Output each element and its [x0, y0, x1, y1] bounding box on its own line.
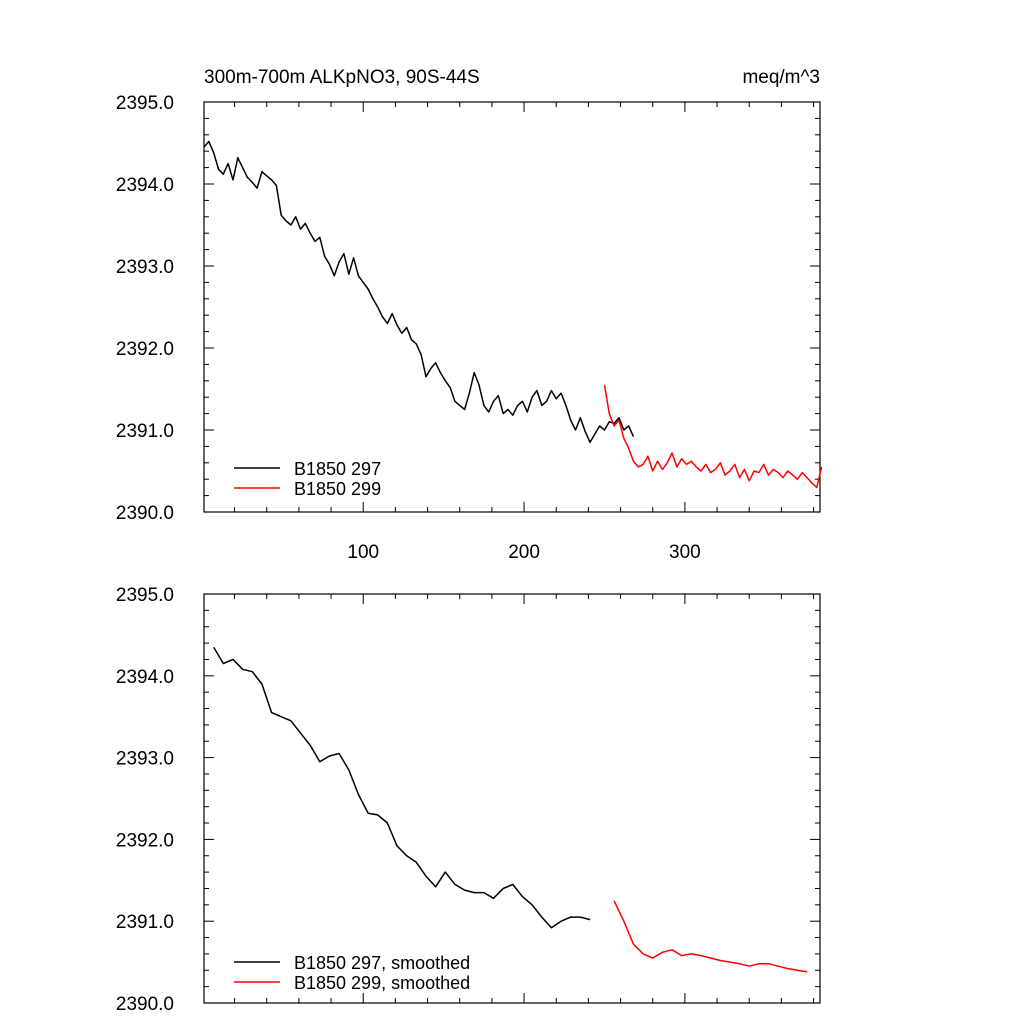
top-panel: 2390.0 2391.0 2392.0 2393.0 2394.0 2395.0 100 2… — [116, 67, 823, 563]
chart-title: 300m-700m ALKpNO3, 90S-44S — [204, 67, 480, 88]
series-line-b1850-297 — [213, 646, 591, 929]
legend-label: B1850 299 — [294, 479, 381, 499]
y-tick-label: 2394.0 — [116, 667, 174, 688]
series-line-b1850-299 — [613, 900, 808, 973]
legend-label: B1850 297 — [294, 459, 381, 479]
y-tick-label: 2394.0 — [116, 175, 174, 196]
y-tick-label: 2395.0 — [116, 93, 174, 114]
bottom-panel: 2390.0 2391.0 2392.0 2393.0 2394.0 2395.0 B185… — [116, 585, 821, 1015]
y-tick-label: 2392.0 — [116, 830, 174, 851]
legend-label: B1850 297, smoothed — [294, 953, 470, 973]
legend-label: B1850 299, smoothed — [294, 973, 470, 993]
x-tick-label: 100 — [347, 542, 379, 563]
y-tick-label: 2392.0 — [116, 339, 174, 360]
y-tick-label: 2390.0 — [116, 994, 174, 1015]
x-tick-label: 300 — [669, 542, 701, 563]
chart-units: meq/m^3 — [742, 67, 820, 88]
series-line-b1850-299 — [603, 384, 823, 489]
y-tick-label: 2390.0 — [116, 503, 174, 524]
x-tick-label: 200 — [508, 542, 540, 563]
y-tick-label: 2391.0 — [116, 421, 174, 442]
series-line-b1850-297 — [203, 140, 635, 444]
y-tick-label: 2393.0 — [116, 257, 174, 278]
y-tick-label: 2393.0 — [116, 749, 174, 770]
y-tick-label: 2395.0 — [116, 585, 174, 606]
plot-frame — [203, 593, 821, 1004]
plot-frame — [203, 101, 821, 513]
y-tick-label: 2391.0 — [116, 912, 174, 933]
